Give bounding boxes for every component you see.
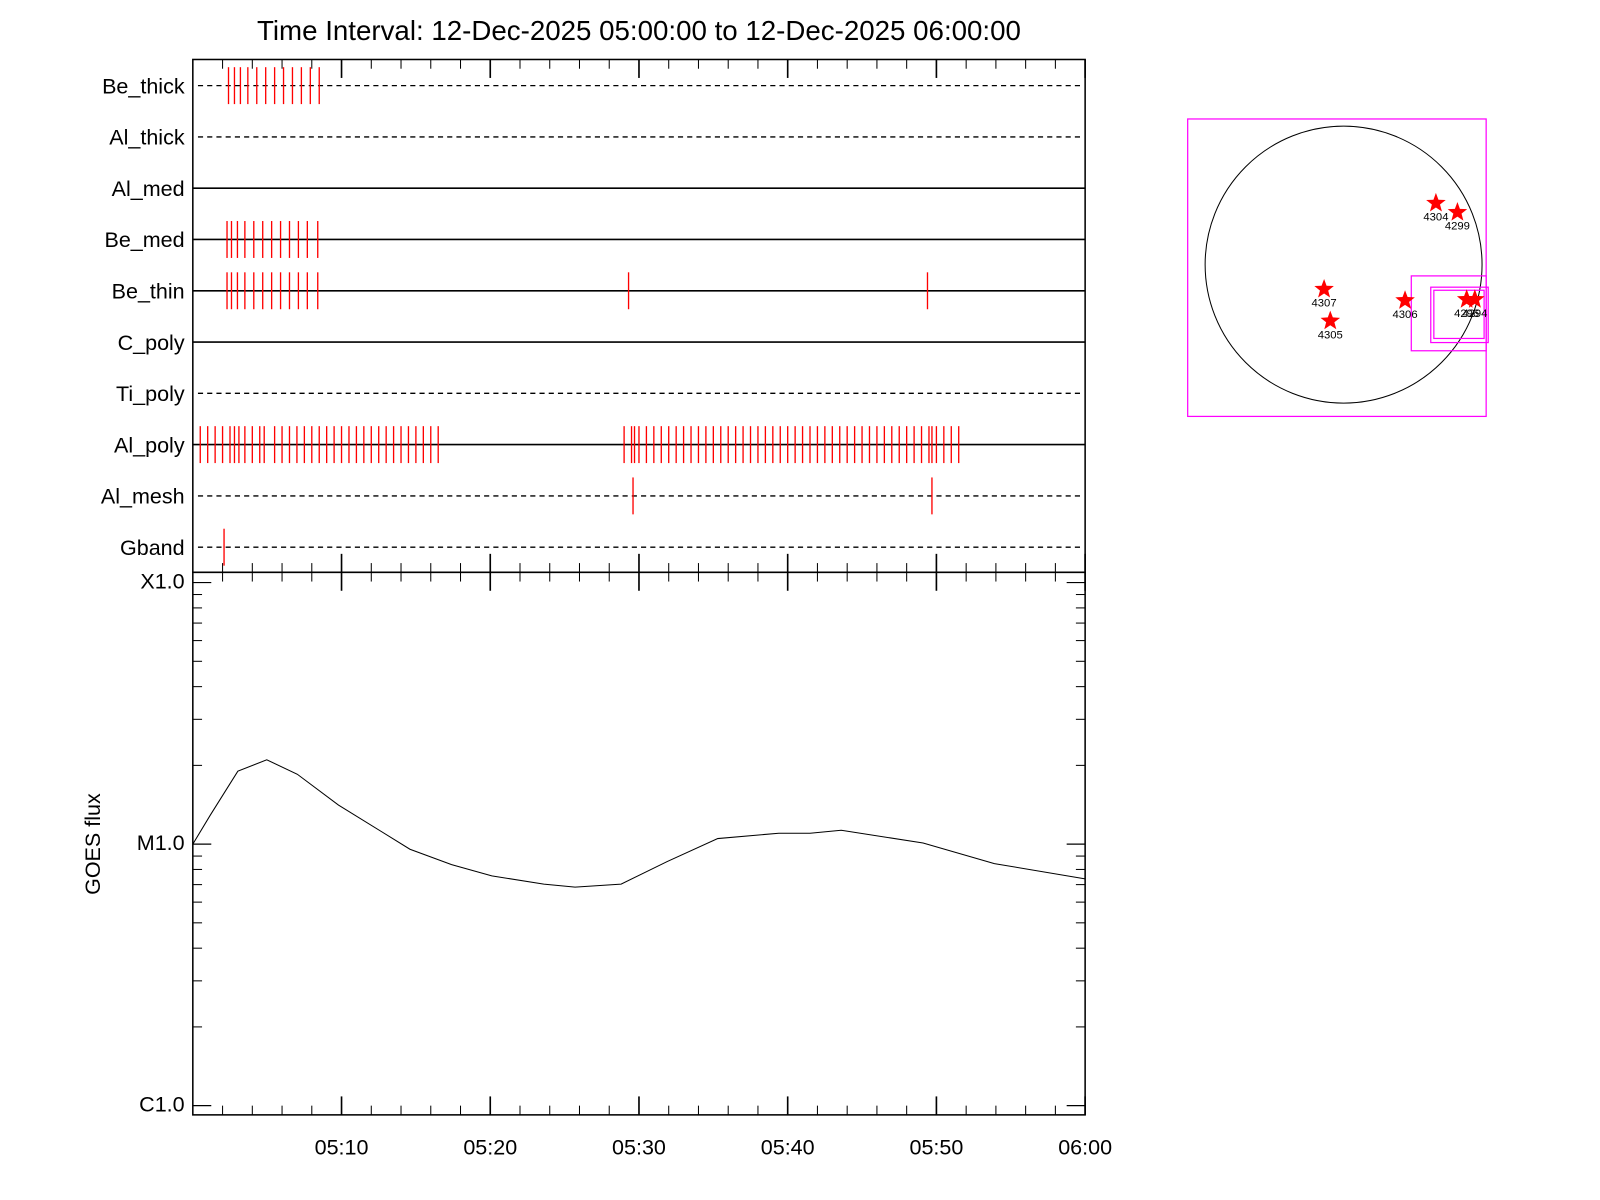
x-tick-label: 05:30 bbox=[612, 1135, 666, 1159]
row-label: Gband bbox=[120, 536, 185, 560]
row-label: Al_med bbox=[112, 177, 185, 201]
y-axis-label: GOES flux bbox=[81, 793, 105, 895]
region-star bbox=[1465, 289, 1485, 308]
region-label: 4305 bbox=[1318, 329, 1343, 341]
region-label: 4304 bbox=[1423, 211, 1448, 223]
title: Time Interval: 12-Dec-2025 05:00:00 to 1… bbox=[257, 15, 1021, 46]
x-tick-label: 05:10 bbox=[315, 1135, 369, 1159]
row-label: Al_mesh bbox=[101, 485, 185, 509]
x-tick-label: 05:40 bbox=[761, 1135, 815, 1159]
row-label: Be_med bbox=[104, 228, 184, 252]
x-tick-label: 05:50 bbox=[909, 1135, 963, 1159]
event-frame bbox=[192, 58, 1086, 574]
x-tick-label: 06:00 bbox=[1058, 1135, 1112, 1159]
fov-box bbox=[1410, 275, 1487, 352]
region-label: 4306 bbox=[1393, 309, 1418, 321]
y-tick-label: M1.0 bbox=[137, 831, 185, 855]
row-label: Be_thick bbox=[102, 74, 185, 98]
fov-box bbox=[1433, 289, 1485, 340]
region-label: 4296 bbox=[1454, 308, 1479, 320]
goes-curve bbox=[192, 759, 1086, 888]
row-label: C_poly bbox=[118, 331, 185, 355]
region-star bbox=[1395, 290, 1415, 309]
x-tick-label: 05:20 bbox=[463, 1135, 517, 1159]
region-star bbox=[1320, 310, 1341, 330]
region-star bbox=[1314, 278, 1334, 298]
region-label: 4307 bbox=[1312, 298, 1337, 310]
row-label: Be_thin bbox=[112, 280, 185, 304]
solar-disk bbox=[1204, 125, 1483, 404]
region-label: 4294 bbox=[1462, 308, 1487, 320]
region-label: 4299 bbox=[1445, 221, 1470, 233]
row-label: Al_thick bbox=[109, 126, 185, 150]
region-star bbox=[1426, 192, 1446, 212]
fov-box bbox=[1187, 118, 1487, 418]
row-label: Ti_poly bbox=[116, 382, 185, 406]
row-label: Al_poly bbox=[114, 433, 185, 457]
goes-frame bbox=[192, 571, 1086, 1116]
region-star bbox=[1456, 289, 1477, 308]
region-star bbox=[1447, 202, 1468, 221]
y-tick-label: C1.0 bbox=[139, 1092, 184, 1116]
fov-box bbox=[1430, 286, 1489, 344]
y-tick-label: X1.0 bbox=[140, 569, 184, 593]
